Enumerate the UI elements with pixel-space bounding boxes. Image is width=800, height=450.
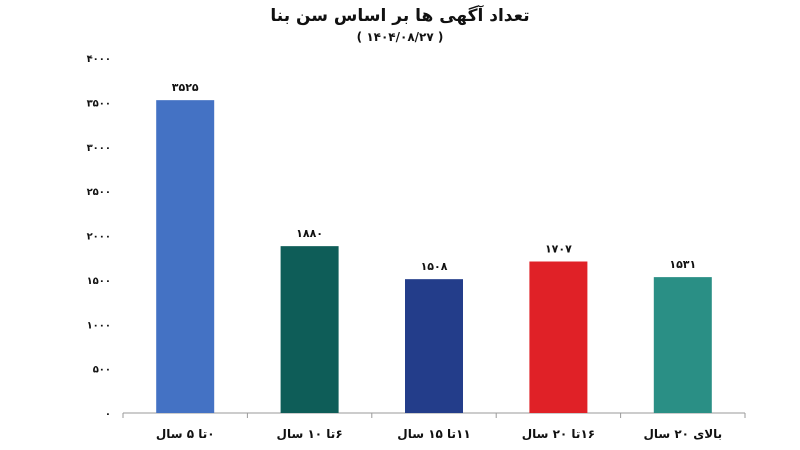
x-tick-label: ۱۱تا ۱۵ سال	[397, 427, 470, 441]
y-tick-label: ۳۵۰۰	[87, 98, 111, 109]
y-tick-label: ۴۰۰۰	[87, 54, 111, 65]
bar	[156, 100, 215, 413]
y-tick-label: ۱۵۰۰	[87, 276, 111, 287]
y-tick-label: ۳۰۰۰	[87, 143, 111, 154]
x-tick-label: ۰تا ۵ سال	[156, 427, 215, 441]
y-tick-label: ۲۰۰۰	[87, 232, 111, 243]
y-tick-label: ۰	[105, 409, 111, 420]
x-tick-label: بالای ۲۰ سال	[643, 427, 722, 441]
x-tick-label: ۶تا ۱۰ سال	[277, 427, 343, 441]
bar-value-label: ۱۵۰۸	[421, 260, 448, 273]
y-tick-label: ۲۵۰۰	[87, 187, 111, 198]
bar-value-label: ۱۷۰۷	[545, 243, 572, 256]
bar	[529, 261, 588, 413]
bar-value-label: ۳۵۲۵	[172, 81, 199, 94]
y-tick-label: ۱۰۰۰	[87, 320, 111, 331]
bar	[653, 277, 712, 413]
chart-subtitle: ( ۱۴۰۴/۰۸/۲۷ )	[356, 30, 444, 44]
chart-title: تعداد آگهی ها بر اساس سن بنا	[270, 6, 530, 26]
bar-value-label: ۱۸۸۰	[296, 227, 323, 240]
bar-value-label: ۱۵۳۱	[669, 258, 696, 271]
y-tick-label: ۵۰۰	[93, 365, 111, 376]
bar	[280, 246, 339, 413]
x-tick-label: ۱۶تا ۲۰ سال	[522, 427, 595, 441]
bar	[405, 279, 463, 413]
